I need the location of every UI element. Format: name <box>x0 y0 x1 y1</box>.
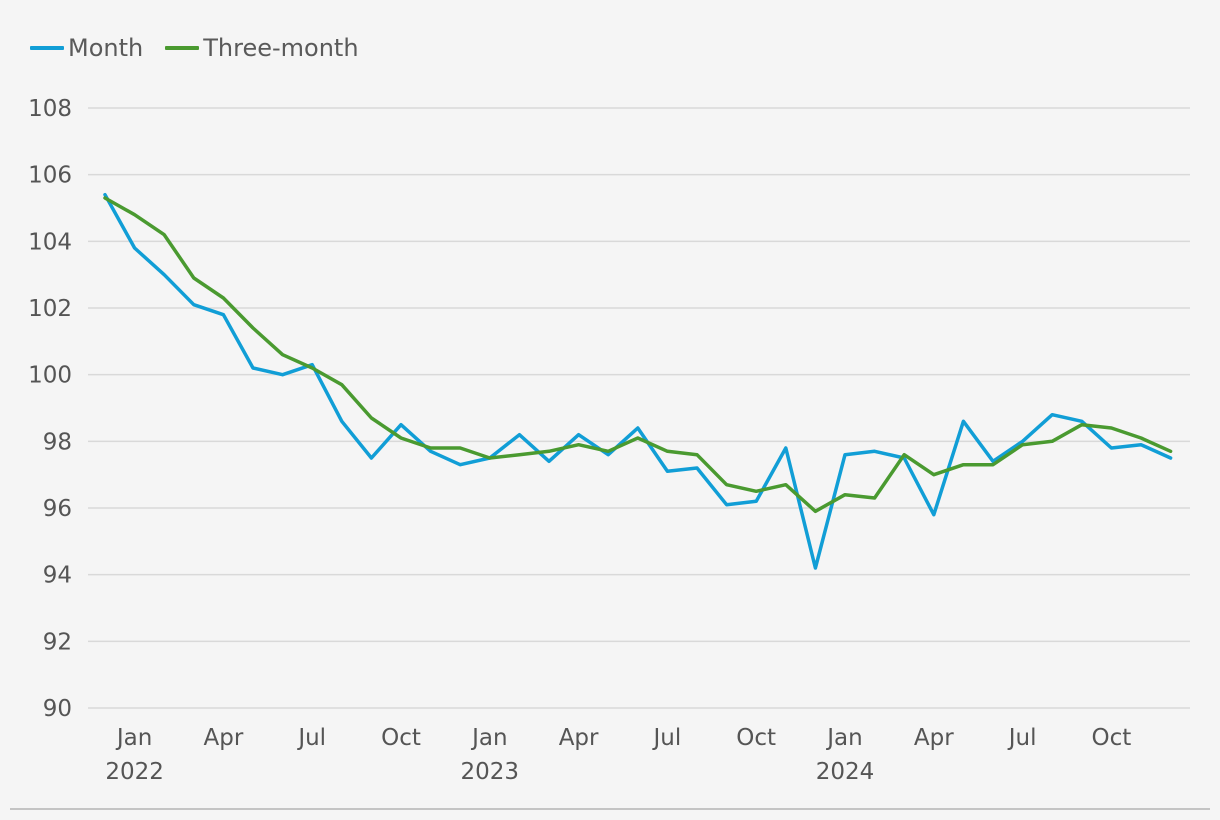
x-tick-label: Jan <box>115 725 152 751</box>
y-tick-label: 108 <box>28 96 72 122</box>
series-line-three-month <box>103 196 1173 514</box>
x-tick-label: Jan <box>470 725 507 751</box>
x-tick-label: Apr <box>559 725 599 751</box>
x-tick-year-label: 2022 <box>105 759 164 785</box>
bottom-divider <box>10 808 1210 810</box>
series-line-month <box>103 192 1173 570</box>
y-tick-label: 102 <box>28 296 72 322</box>
x-tick-label: Apr <box>204 725 244 751</box>
y-tick-label: 100 <box>28 363 72 389</box>
x-tick-label: Oct <box>1092 725 1132 751</box>
x-tick-label: Jul <box>296 725 326 751</box>
legend-label-three-month: Three-month <box>203 34 359 62</box>
y-tick-label: 92 <box>43 629 72 655</box>
legend-item-three-month: Three-month <box>165 34 359 62</box>
y-tick-label: 106 <box>28 163 72 189</box>
x-tick-label: Oct <box>381 725 421 751</box>
legend-swatch-three-month <box>165 46 200 50</box>
y-tick-label: 96 <box>43 496 72 522</box>
y-tick-label: 90 <box>43 696 72 722</box>
x-tick-label: Oct <box>736 725 776 751</box>
x-tick-year-label: 2024 <box>816 759 875 785</box>
chart-legend: Month Three-month <box>30 34 381 62</box>
legend-swatch-month <box>30 46 64 50</box>
y-tick-label: 104 <box>28 229 72 255</box>
x-tick-label: Jul <box>652 725 682 751</box>
x-tick-label: Jul <box>1007 725 1037 751</box>
legend-item-month: Month <box>30 34 143 62</box>
y-tick-label: 98 <box>43 429 72 455</box>
x-tick-year-label: 2023 <box>461 759 520 785</box>
y-tick-label: 94 <box>43 563 72 589</box>
x-tick-label: Jan <box>825 725 862 751</box>
x-tick-label: Apr <box>914 725 954 751</box>
legend-label-month: Month <box>68 34 144 62</box>
